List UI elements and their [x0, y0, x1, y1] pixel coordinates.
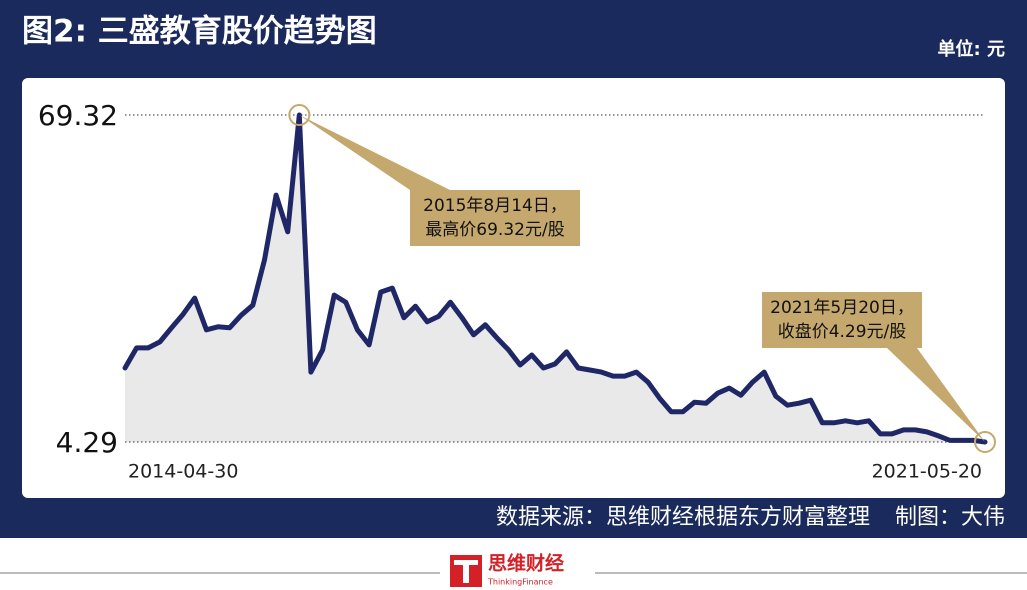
callout-box [410, 190, 580, 246]
callout-text: 收盘价4.29元/股 [778, 322, 907, 342]
highlight-circle [974, 431, 996, 453]
highlight-circle [288, 104, 311, 126]
y-tick-label: 4.29 [56, 426, 118, 459]
unit: 单位: 元 [938, 38, 1005, 60]
brand: 思维财经 [488, 552, 564, 575]
x-tick-label: 2014-04-30 [128, 461, 238, 483]
source: 数据来源：思维财经根据东方财富整理 [496, 505, 870, 530]
credit: 制图：大伟 [895, 505, 1005, 530]
callout-box [762, 292, 922, 348]
area [125, 115, 985, 442]
y-tick-label: 69.32 [38, 99, 118, 132]
callout-pointer [299, 115, 450, 190]
callout-pointer [887, 348, 985, 442]
brand-en: ThinkingFinance [487, 578, 553, 587]
callout-text: 最高价69.32元/股 [425, 220, 564, 240]
line [122, 112, 988, 445]
logo-icon [463, 565, 469, 583]
x-tick-label: 2021-05-20 [872, 461, 982, 483]
callout-text: 2021年5月20日， [770, 298, 914, 318]
callout-text: 2015年8月14日， [423, 196, 567, 216]
logo-icon [454, 560, 478, 565]
chart-title: 图2: 三盛教育股价趋势图 [22, 14, 377, 50]
